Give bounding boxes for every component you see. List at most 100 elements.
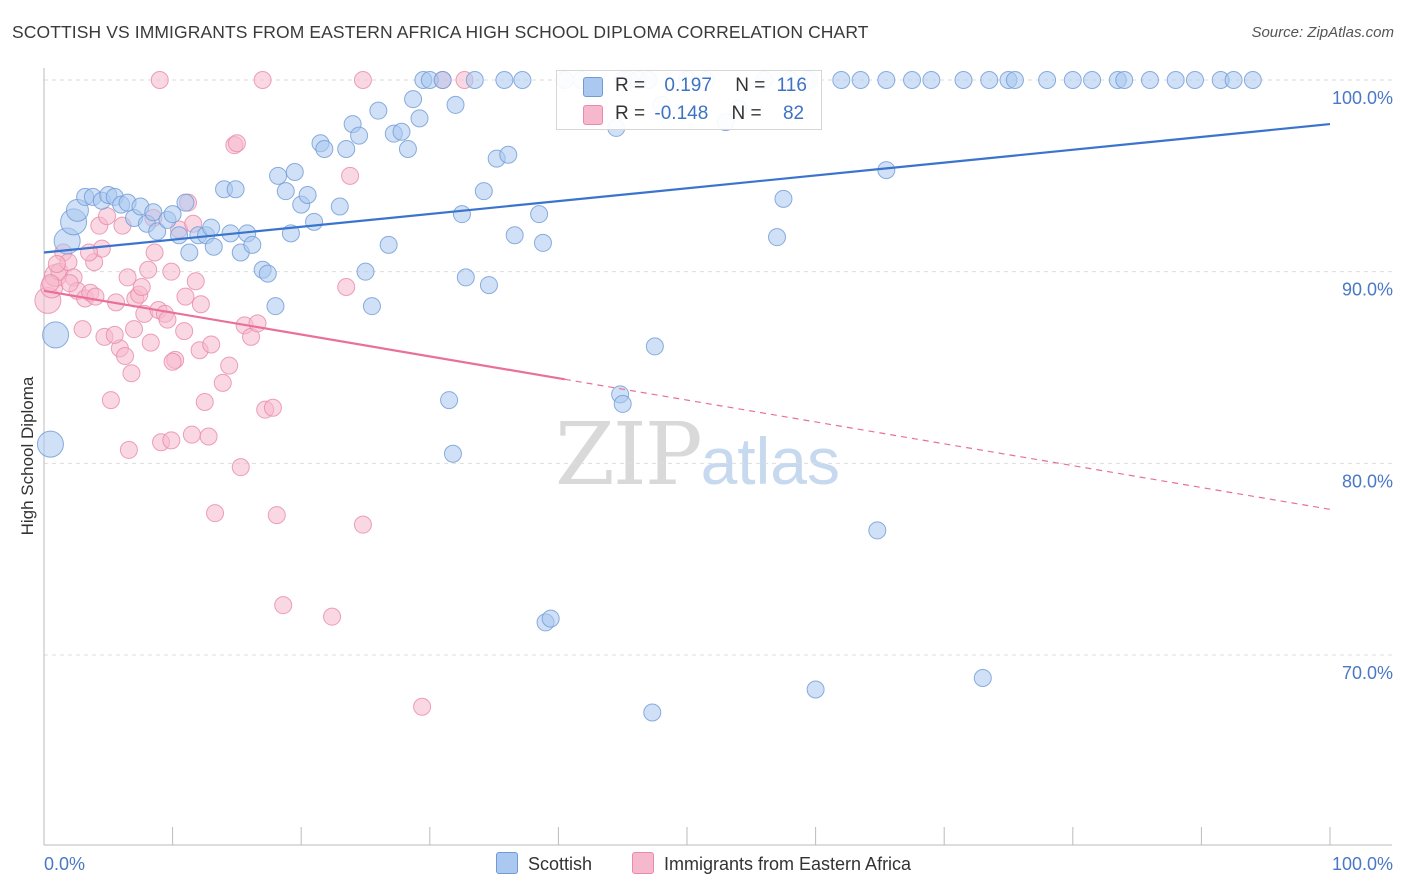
scottish-point [1038,71,1057,89]
eastern-africa-point [182,425,201,444]
scottish-point [922,71,941,89]
watermark-zip: ZIP [555,405,703,505]
scottish-point [36,430,64,458]
eastern-africa-point [163,352,182,371]
legend-label-scottish: Scottish [528,854,593,874]
eastern-africa-point [101,391,120,410]
eastern-africa-point [116,347,135,365]
scottish-point [144,203,163,222]
eastern-africa-point [413,697,432,716]
eastern-africa-legend-swatch [632,852,654,874]
axes [43,68,1392,846]
scottish-point [285,163,304,181]
scottish-point [474,182,493,201]
scottish-point [315,140,334,158]
eastern-africa-point [231,458,250,477]
eastern-africa-point [199,427,218,446]
eastern-africa-point [341,166,360,185]
scottish-point [258,264,277,283]
eastern-africa-point [263,398,282,417]
eastern-africa-point [150,71,169,89]
correlation-legend: R = 0.197 N = 116 R = -0.148 N = 82 [556,70,822,130]
legend-row-eastern-africa: R = -0.148 N = 82 [557,101,821,127]
scottish-point [1005,71,1024,89]
eastern-africa-point [162,431,181,450]
legend-item-eastern-africa[interactable]: Immigrants from Eastern Africa [632,852,911,876]
eastern-africa-point [145,243,164,262]
scottish-point [410,109,429,128]
scottish-point [613,394,632,413]
scottish-point [774,189,793,208]
scottish-point [973,669,992,687]
scottish-point [1166,71,1185,89]
eastern-africa-point [41,274,60,293]
eastern-africa-point [213,373,232,392]
scottish-point [163,205,182,224]
scottish-point [379,235,398,254]
y-tick-label: 100.0% [1332,88,1393,108]
scottish-point [513,71,532,89]
r-label: R = [615,75,646,96]
eastern-africa-point [141,333,160,352]
scottish-point [851,71,870,89]
y-tick-label: 90.0% [1342,280,1393,300]
n-value: 116 [776,75,807,96]
scottish-point [298,186,317,204]
scottish-point [362,297,381,316]
scottish-point [1083,71,1102,89]
scottish-point [1063,71,1082,89]
scottish-point [499,145,518,164]
r-value: -0.148 [654,103,709,124]
scottish-point [465,71,484,89]
scottish-point [479,276,498,295]
scottish-point [832,71,851,89]
scottish-point [170,226,189,245]
n-value: 82 [782,103,805,124]
scottish-point [643,703,662,722]
eastern-africa-point [119,440,138,459]
scottish-point [446,95,465,114]
scottish-point [243,235,262,254]
eastern-africa-point [353,71,372,89]
eastern-africa-point [186,272,205,291]
eastern-africa-point [337,278,356,296]
scottish-point [350,126,369,145]
eastern-africa-point [195,393,214,411]
eastern-africa-point [220,356,239,375]
scottish-point [530,205,549,224]
eastern-africa-point [122,364,141,383]
eastern-africa-point [253,71,272,89]
trend-lines [43,122,1331,510]
scottish-point [440,391,459,410]
scottish-point [337,140,356,158]
y-tick-label: 70.0% [1342,663,1393,683]
eastern-africa-point [105,325,124,344]
chart-title: SCOTTISH VS IMMIGRANTS FROM EASTERN AFRI… [12,22,869,42]
scottish-point [645,337,664,356]
scottish-point [433,71,452,89]
scottish-point [768,228,787,247]
scottish-point [404,90,423,109]
scottish-point [276,182,295,201]
scottish-point [392,122,411,141]
scottish-point [903,71,922,89]
scottish-point [868,521,887,540]
eastern-africa-point [73,320,92,339]
legend-label-eastern-africa: Immigrants from Eastern Africa [664,854,912,874]
scottish-point [980,71,999,89]
n-label: N = [731,103,762,124]
scottish-point [443,444,462,463]
legend-item-scottish[interactable]: Scottish [496,852,592,876]
scottish-point [452,205,471,224]
eastern-africa-point [267,506,286,525]
r-label: R = [615,103,646,124]
scottish-point [204,237,223,256]
eastern-africa-swatch [583,105,603,125]
eastern-africa-trend-extension [564,378,1331,510]
eastern-africa-point [118,268,137,287]
scottish-point [269,166,288,185]
r-value: 0.197 [664,75,712,96]
scottish-point [533,233,552,252]
scottish-points [36,71,1262,722]
eastern-africa-point [139,260,158,279]
